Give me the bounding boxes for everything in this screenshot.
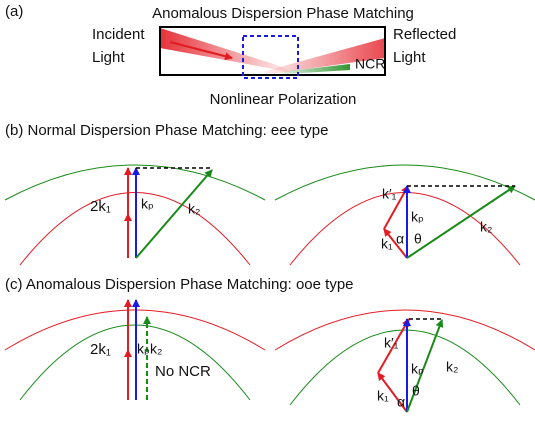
text: Light [393, 49, 426, 66]
label: k₂ [480, 219, 492, 235]
label: k₂ [188, 201, 200, 217]
caption: Nonlinear Polarization [210, 91, 357, 108]
vectors [128, 168, 515, 258]
text: Light [92, 49, 125, 66]
figure: (a) Anomalous Dispersion Phase Matching … [0, 0, 535, 427]
label: kₚ [137, 341, 150, 357]
title: (b) Normal Dispersion Phase Matching: ee… [5, 122, 328, 139]
label: 2k₁ [90, 341, 111, 358]
label: θ [412, 383, 420, 399]
label: k′₁ [384, 335, 399, 351]
beam [160, 28, 290, 72]
label: kₚ [411, 209, 424, 225]
title: (c) Anomalous Dispersion Phase Matching:… [5, 276, 354, 293]
title: Anomalous Dispersion Phase Matching [152, 5, 414, 22]
arcs [5, 310, 535, 405]
label: kₚ [411, 361, 424, 377]
arcs [5, 165, 535, 265]
label: (a) [5, 3, 23, 20]
label: θ [414, 231, 422, 247]
label: α [396, 231, 404, 247]
label: α [397, 394, 405, 410]
label: k′₁ [382, 186, 397, 202]
label: kₚ [141, 196, 154, 212]
text: Reflected [393, 26, 456, 43]
vectors [128, 300, 442, 412]
label: k₂ [150, 341, 162, 357]
label: k₁ [381, 236, 393, 252]
label: k₂ [446, 359, 458, 375]
text: Incident [92, 26, 145, 43]
label: 2k₁ [90, 198, 111, 215]
label: No NCR [155, 363, 211, 380]
label: k₁ [377, 388, 389, 404]
text: NCR [355, 56, 385, 72]
